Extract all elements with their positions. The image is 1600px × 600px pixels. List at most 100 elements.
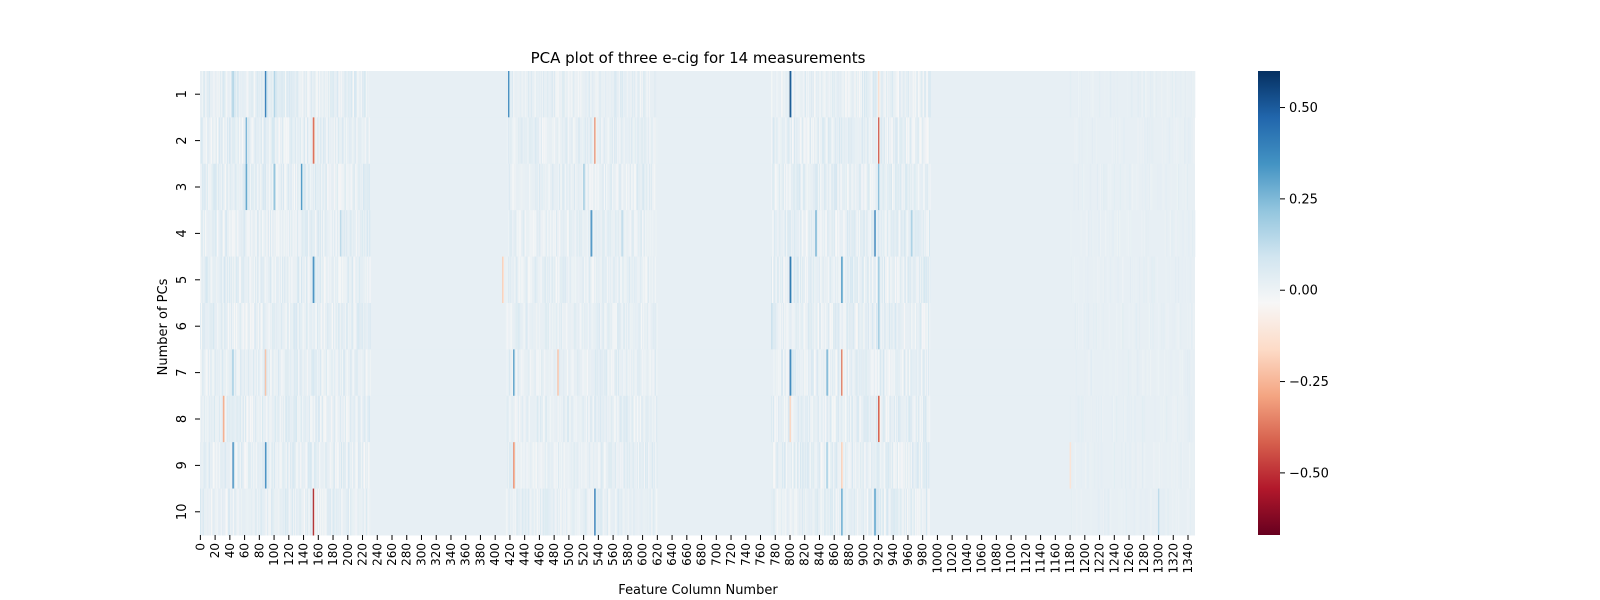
- heatmap-cell: [324, 488, 326, 536]
- heatmap-cell: [512, 117, 514, 165]
- heatmap-cell: [859, 303, 861, 350]
- heatmap-cell: [1186, 71, 1188, 118]
- x-tick-label: 380: [473, 543, 487, 566]
- heatmap-cell: [905, 163, 907, 211]
- heatmap-cell: [215, 71, 217, 118]
- heatmap-cell: [228, 256, 230, 304]
- heatmap-cell: [205, 256, 207, 304]
- heatmap-cell: [323, 210, 325, 258]
- heatmap-cell: [807, 71, 809, 118]
- heatmap-cell: [791, 349, 793, 397]
- heatmap-cell: [292, 71, 294, 118]
- heatmap-cell: [264, 256, 266, 304]
- heatmap-cell: [923, 442, 925, 490]
- heatmap-cell: [271, 163, 273, 211]
- heatmap-cell: [809, 395, 811, 443]
- heatmap-cell: [645, 395, 647, 443]
- heatmap-cell: [632, 349, 634, 397]
- heatmap-cell: [1121, 488, 1123, 536]
- heatmap-cell: [256, 210, 258, 258]
- heatmap-cell: [251, 71, 253, 118]
- heatmap-cell: [224, 256, 226, 304]
- heatmap-cell: [848, 442, 850, 490]
- heatmap-cell: [225, 488, 227, 536]
- heatmap-cell: [920, 210, 922, 258]
- heatmap-cell: [230, 256, 232, 304]
- heatmap-cell: [827, 349, 829, 397]
- heatmap-cell: [870, 210, 872, 258]
- heatmap-cell: [586, 210, 588, 258]
- heatmap-cell: [368, 303, 370, 350]
- heatmap-cell: [907, 349, 909, 397]
- heatmap-cell: [312, 117, 314, 165]
- heatmap-cell: [300, 442, 302, 490]
- heatmap-cell: [889, 256, 891, 304]
- heatmap-row-3: [200, 163, 1195, 211]
- heatmap-cell: [239, 349, 241, 397]
- heatmap-cell: [833, 117, 835, 165]
- heatmap-cell: [219, 117, 221, 165]
- heatmap-cell: [577, 349, 579, 397]
- heatmap-cell: [1143, 256, 1145, 304]
- heatmap-cell: [220, 395, 222, 443]
- heatmap-cell: [345, 256, 347, 304]
- heatmap-cell: [215, 163, 217, 211]
- heatmap-cell: [805, 71, 807, 118]
- heatmap-cell: [842, 349, 844, 397]
- heatmap-cell: [869, 163, 872, 211]
- heatmap-row-7: [200, 349, 1195, 397]
- heatmap-cell: [788, 303, 790, 350]
- heatmap-cell: [830, 442, 832, 490]
- heatmap-cell: [900, 256, 902, 304]
- heatmap-cell: [636, 210, 638, 258]
- heatmap-cell: [539, 71, 541, 118]
- heatmap-cell: [281, 117, 283, 165]
- heatmap-cell: [899, 117, 901, 165]
- heatmap-cell: [652, 303, 654, 350]
- heatmap-cell: [575, 256, 577, 304]
- heatmap-cell: [867, 256, 869, 304]
- heatmap-cell: [331, 303, 333, 350]
- heatmap-cell: [788, 395, 790, 443]
- heatmap-cell: [820, 210, 822, 258]
- heatmap-cell: [1143, 349, 1145, 397]
- heatmap-cell: [792, 163, 794, 211]
- heatmap-cell: [348, 256, 350, 304]
- heatmap-cell: [306, 163, 308, 211]
- heatmap-cell: [296, 256, 298, 304]
- heatmap-cell: [876, 442, 878, 490]
- heatmap-cell: [890, 256, 892, 304]
- heatmap-cell: [345, 163, 347, 211]
- heatmap-cell: [1162, 163, 1164, 211]
- heatmap-cell: [257, 71, 259, 118]
- heatmap-cell: [594, 395, 596, 443]
- heatmap-cell: [255, 210, 257, 258]
- x-tick-label: 580: [621, 543, 635, 566]
- heatmap-cell: [642, 488, 644, 536]
- heatmap-cell: [578, 117, 580, 165]
- heatmap-cell: [903, 210, 905, 258]
- heatmap-cell: [564, 488, 566, 536]
- heatmap-cell: [897, 442, 900, 490]
- heatmap-cell: [902, 349, 904, 397]
- heatmap-cell: [923, 210, 925, 258]
- heatmap-cell: [301, 395, 303, 443]
- heatmap-cell: [801, 442, 803, 490]
- heatmap-cell: [304, 256, 306, 304]
- heatmap-cell: [246, 163, 248, 211]
- heatmap-cell: [648, 163, 650, 211]
- heatmap-cell: [267, 488, 269, 536]
- heatmap-cell: [883, 117, 885, 165]
- heatmap-cell: [545, 395, 547, 443]
- heatmap-cell: [838, 349, 840, 397]
- heatmap-cell: [229, 210, 231, 258]
- heatmap-cell: [1178, 488, 1180, 536]
- heatmap-cell: [1147, 117, 1149, 165]
- heatmap-cell: [536, 256, 538, 304]
- heatmap-cell: [811, 117, 813, 165]
- heatmap-cell: [515, 488, 517, 536]
- heatmap-cell: [235, 488, 237, 536]
- heatmap-cell: [911, 210, 913, 258]
- heatmap-cell: [276, 488, 278, 536]
- heatmap-cell: [287, 117, 289, 165]
